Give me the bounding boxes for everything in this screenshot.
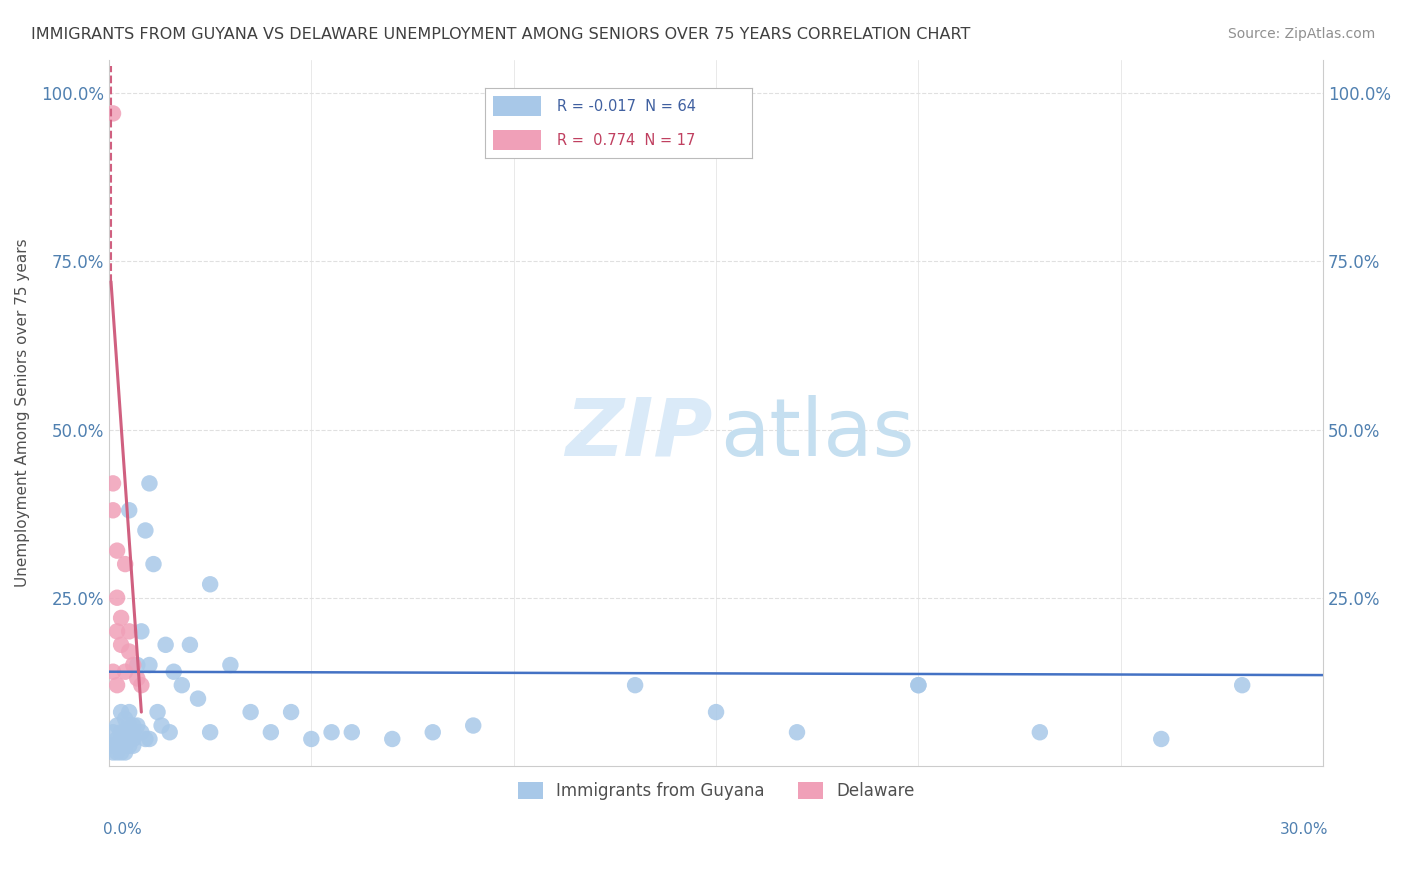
Point [170,678,193,692]
Point [155,638,177,652]
Point [110,731,132,746]
Point [198,577,221,591]
Y-axis label: Unemployment Among Seniors over 75 years: Unemployment Among Seniors over 75 years [15,238,30,587]
Point [122,731,145,746]
Point [146,705,169,719]
Point [105,718,128,732]
Point [114,712,136,726]
Point [122,718,145,732]
Point [114,725,136,739]
Point [114,557,136,571]
Point [159,725,181,739]
Point [138,476,160,491]
Point [114,746,136,760]
Point [122,658,145,673]
Point [179,638,201,652]
Point [260,725,283,739]
Point [101,739,124,753]
Point [1029,725,1052,739]
Point [907,678,929,692]
Point [786,725,808,739]
Point [704,705,727,719]
Point [118,705,141,719]
Point [463,718,485,732]
Point [127,672,149,686]
Point [340,725,363,739]
Point [114,731,136,746]
Point [118,739,141,753]
Point [110,638,132,652]
Point [101,665,124,679]
Point [127,658,149,673]
Point [122,725,145,739]
Point [131,725,153,739]
Point [110,725,132,739]
Point [299,731,322,746]
Point [138,658,160,673]
Point [163,665,186,679]
Legend: Immigrants from Guyana, Delaware: Immigrants from Guyana, Delaware [510,775,921,807]
Text: atlas: atlas [720,395,914,473]
Text: 30.0%: 30.0% [1281,822,1329,837]
Point [118,624,141,639]
Point [110,739,132,753]
Point [118,503,141,517]
Point [101,725,124,739]
Point [134,731,156,746]
Text: IMMIGRANTS FROM GUYANA VS DELAWARE UNEMPLOYMENT AMONG SENIORS OVER 75 YEARS CORR: IMMIGRANTS FROM GUYANA VS DELAWARE UNEMP… [31,27,970,42]
Text: Source: ZipAtlas.com: Source: ZipAtlas.com [1227,27,1375,41]
Point [105,731,128,746]
Point [150,718,173,732]
Point [138,731,160,746]
Point [105,746,128,760]
Point [131,678,153,692]
Point [114,739,136,753]
Point [219,658,242,673]
Point [105,591,128,605]
Point [134,524,156,538]
Point [105,739,128,753]
Text: 0.0%: 0.0% [103,822,142,837]
Point [110,611,132,625]
Point [239,705,262,719]
Point [105,543,128,558]
Point [122,739,145,753]
Point [118,731,141,746]
Point [142,557,165,571]
Point [1230,678,1253,692]
Point [1150,731,1173,746]
Point [131,624,153,639]
Point [101,106,124,120]
Point [624,678,647,692]
Point [381,731,404,746]
Point [118,718,141,732]
Point [105,678,128,692]
Point [907,678,929,692]
Point [118,644,141,658]
Point [114,665,136,679]
Point [321,725,343,739]
Point [110,705,132,719]
Text: ZIP: ZIP [565,395,713,473]
Point [280,705,302,719]
Point [127,718,149,732]
Point [187,691,209,706]
Point [101,476,124,491]
Point [110,746,132,760]
Point [101,746,124,760]
Point [422,725,444,739]
Point [101,503,124,517]
Point [198,725,221,739]
Point [105,624,128,639]
